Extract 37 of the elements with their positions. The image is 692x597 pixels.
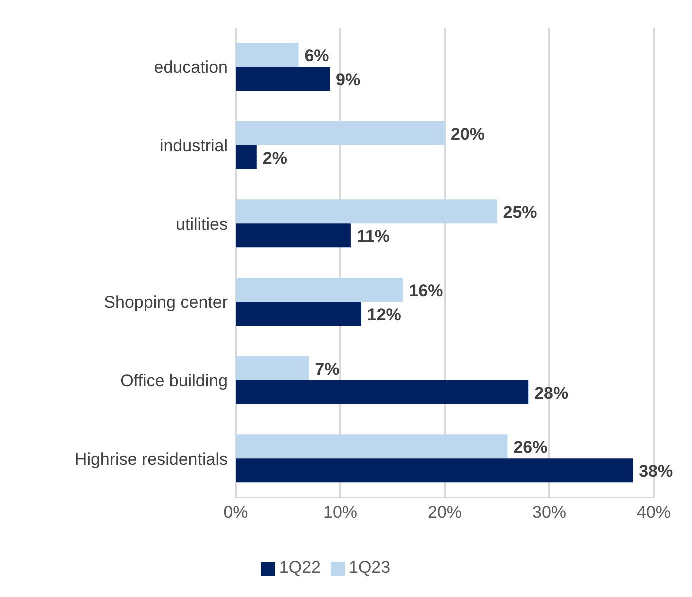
data-label: 25% [503,203,538,222]
y-tick-label: industrial [160,136,228,156]
data-label: 6% [304,46,330,66]
y-tick-label: education [154,58,228,78]
y-tick-label: Shopping center [104,293,228,312]
x-tick-label: 30% [532,503,567,522]
data-label: 9% [336,70,361,90]
legend-label: 1Q23 [349,558,391,577]
bar [236,224,351,248]
data-label: 20% [451,124,486,144]
data-label: 7% [315,360,340,379]
data-label: 12% [367,306,402,324]
bar [236,67,330,91]
bar [236,278,404,302]
x-tick-label: 10% [323,503,358,522]
data-label: 2% [262,148,288,168]
data-label: 28% [534,384,569,403]
y-tick-label: utilities [176,214,228,234]
legend-label: 1Q22 [279,558,321,577]
bar [236,434,508,459]
bar [236,380,529,404]
data-label: 38% [639,462,674,482]
bar [236,302,362,326]
bar [236,43,299,67]
x-tick-label: 40% [636,503,672,522]
bar [236,356,310,380]
bar [236,121,445,146]
x-tick-label: 20% [428,503,462,522]
data-label: 11% [356,227,390,246]
bar [236,200,498,224]
bar [236,458,634,483]
data-label: 16% [409,282,444,300]
y-tick-label: Highrise residentials [74,450,228,469]
y-tick-label: Office building [120,372,228,391]
x-tick-label: 0% [224,503,248,522]
bar [236,145,257,170]
data-label: 26% [514,438,548,458]
